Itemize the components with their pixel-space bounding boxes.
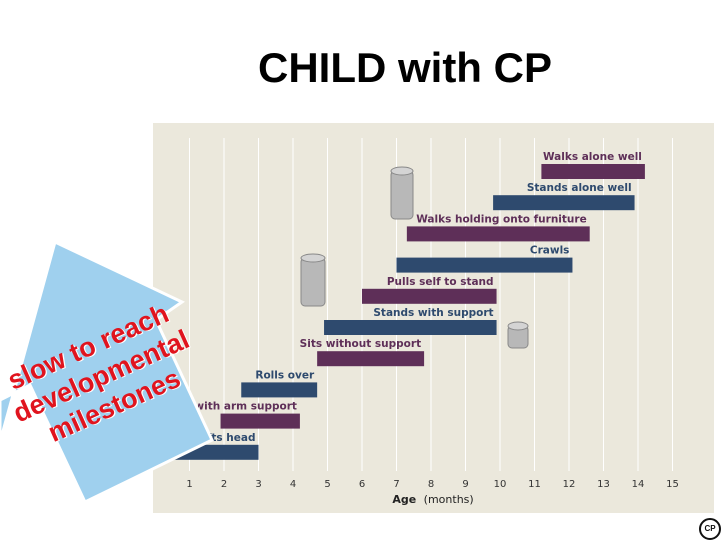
x-tick-label: 8	[428, 479, 434, 490]
x-tick-label: 13	[597, 479, 610, 490]
x-tick-label: 5	[324, 479, 330, 490]
milestone-label: Pulls self to stand	[387, 276, 494, 288]
milestone-label: Stands with support	[373, 307, 493, 319]
milestone-bar	[241, 382, 318, 398]
milestone-bar	[493, 195, 635, 211]
x-tick-label: 14	[632, 479, 645, 490]
x-tick-label: 6	[359, 479, 365, 490]
x-tick-label: 15	[666, 479, 679, 490]
x-tick-label: 9	[462, 479, 468, 490]
x-tick-label: 3	[255, 479, 261, 490]
milestone-label: Prone, lifts head	[157, 432, 255, 444]
milestone-label: Stands alone well	[527, 182, 632, 194]
slide-title: CHILD with CP	[258, 44, 552, 91]
x-tick-label: 2	[221, 479, 227, 490]
cp-logo: CP	[699, 518, 721, 540]
milestone-label: Walks holding onto furniture	[416, 213, 587, 225]
milestone-bar	[220, 413, 300, 429]
milestone-label: Prone, lifts chest with arm support	[153, 401, 297, 413]
x-axis-label: Age	[392, 493, 416, 506]
furniture-prop	[390, 170, 414, 220]
milestone-bar	[362, 288, 497, 304]
furniture-prop-top	[507, 321, 529, 331]
x-tick-label: 7	[393, 479, 399, 490]
milestone-chart-svg: Walks alone well Stands alone well Walks h…	[153, 138, 714, 506]
x-tick-label: 4	[290, 479, 296, 490]
milestone-bar	[317, 351, 425, 367]
x-tick-label: 1	[186, 479, 192, 490]
furniture-prop	[300, 257, 326, 307]
milestone-bar	[324, 320, 497, 335]
milestone-label: Crawls	[530, 245, 570, 257]
milestone-label: Sits without support	[300, 338, 421, 350]
x-tick-label: 11	[528, 479, 541, 490]
milestone-bar	[541, 164, 645, 179]
x-tick-label: 12	[563, 479, 576, 490]
furniture-prop-top	[300, 253, 326, 263]
x-axis-unit: (months)	[424, 493, 474, 506]
milestone-label: Rolls over	[255, 369, 315, 381]
milestone-bars	[168, 164, 645, 460]
x-axis-title: Age (months)	[392, 493, 473, 506]
milestone-bar	[396, 257, 573, 273]
milestone-bar	[168, 444, 259, 460]
milestone-chart: Walks alone well Stands alone well Walks h…	[153, 123, 714, 513]
x-tick-label: 10	[494, 479, 507, 490]
decorations	[300, 166, 529, 349]
callout-arrow-stripes	[0, 429, 24, 513]
milestone-label: Walks alone well	[543, 151, 642, 163]
x-axis-ticks: 1 2 3 4 5 6 7 8 9 10 11 12 13 14 15	[186, 479, 679, 490]
furniture-prop-top	[390, 166, 414, 176]
milestone-bar	[406, 226, 590, 242]
